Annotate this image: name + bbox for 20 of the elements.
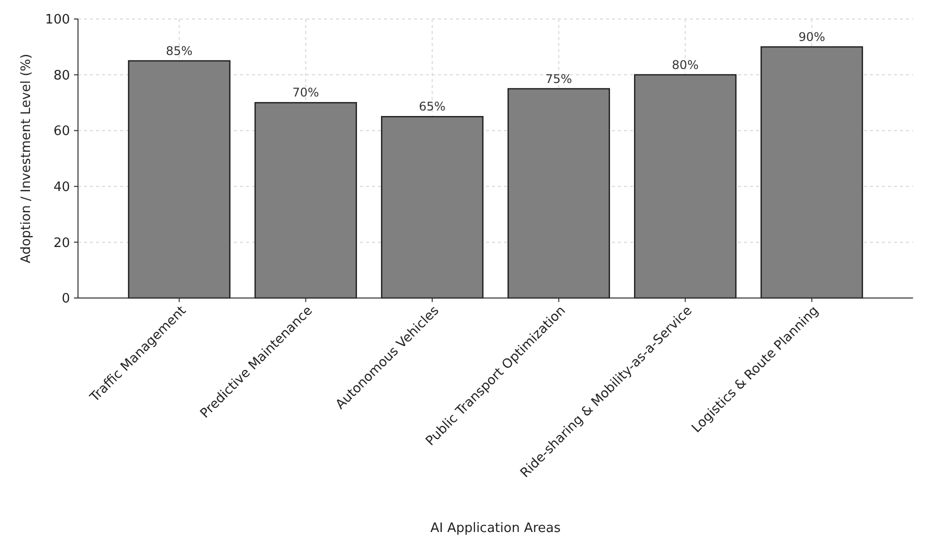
bar	[508, 88, 610, 299]
data-label: 80%	[672, 58, 699, 72]
y-tick-label: 20	[53, 236, 70, 251]
y-tick-label: 0	[62, 292, 70, 307]
bar	[128, 60, 230, 299]
x-axis-title: AI Application Areas	[430, 521, 561, 536]
data-label: 65%	[418, 100, 446, 114]
data-label: 85%	[166, 44, 193, 58]
bar	[380, 116, 484, 299]
y-tick-label: 100	[45, 12, 70, 28]
data-label: 75%	[545, 72, 572, 86]
y-tick-label: 80	[53, 68, 70, 84]
data-label: 70%	[292, 86, 320, 100]
bar	[634, 74, 737, 299]
bar	[254, 102, 357, 299]
y-tick-label: 60	[53, 124, 70, 140]
bar	[760, 46, 864, 299]
y-tick-label: 40	[53, 180, 70, 195]
data-label: 90%	[798, 30, 826, 44]
y-axis-title: Adoption / Investment Level (%)	[19, 54, 34, 264]
